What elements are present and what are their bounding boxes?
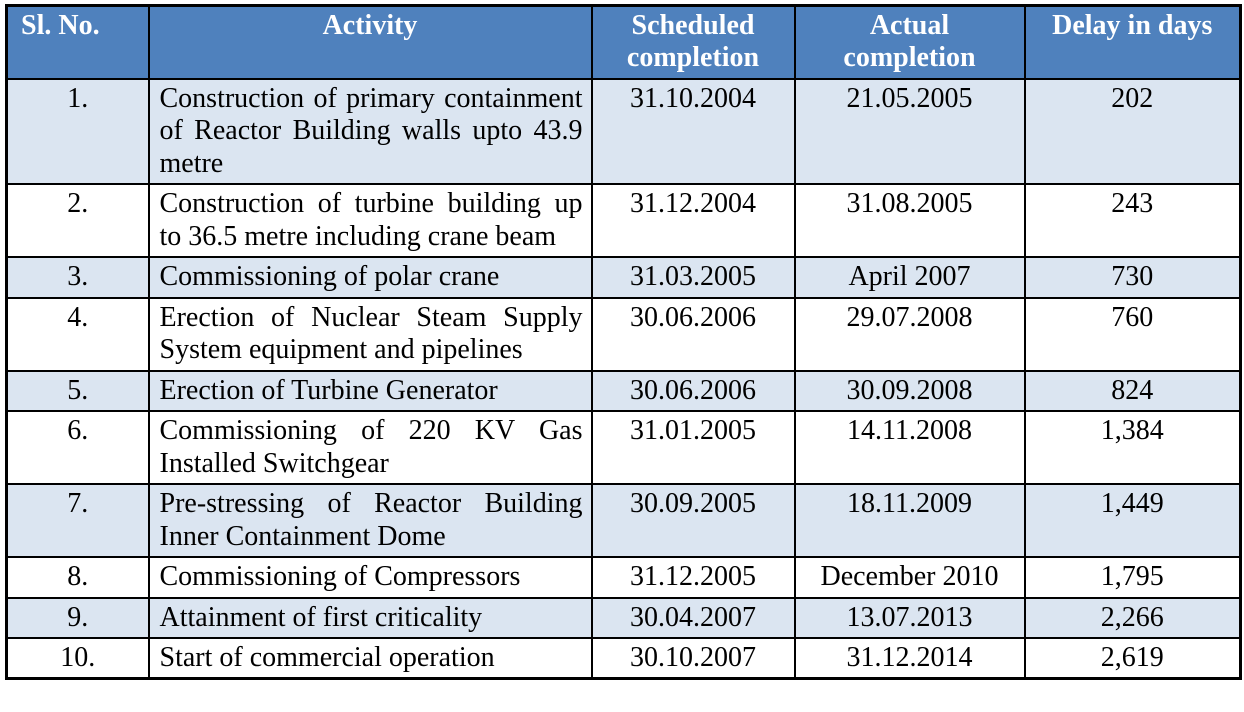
cell-delay-in-days: 730 — [1023, 256, 1242, 299]
cell-scheduled-completion: 31.12.2005 — [590, 556, 796, 599]
cell-scheduled-completion: 31.03.2005 — [590, 256, 796, 299]
table-row: 9. Attainment of first criticality 30.04… — [5, 596, 1242, 639]
cell-actual-completion: 30.09.2008 — [793, 369, 1026, 413]
cell-actual-completion: 21.05.2005 — [793, 77, 1026, 186]
cell-actual-completion: 13.07.2013 — [793, 596, 1026, 639]
cell-activity: Erection of Turbine Generator — [147, 369, 593, 413]
header-scheduled-completion: Scheduled completion — [590, 4, 796, 80]
cell-sl-no: 7. — [5, 483, 150, 559]
cell-actual-completion: 14.11.2008 — [793, 410, 1026, 486]
cell-actual-completion: December 2010 — [793, 556, 1026, 599]
cell-activity: Commissioning of 220 KV Gas Installed Sw… — [147, 410, 593, 486]
cell-sl-no: 10. — [5, 636, 150, 680]
cell-scheduled-completion: 30.06.2006 — [590, 296, 796, 372]
cell-activity: Construction of primary containment of R… — [147, 77, 593, 186]
table-row: 4. Erection of Nuclear Steam Supply Syst… — [5, 296, 1242, 372]
cell-scheduled-completion: 31.12.2004 — [590, 183, 796, 259]
cell-activity: Construction of turbine building up to 3… — [147, 183, 593, 259]
header-actual-completion: Actual completion — [793, 4, 1026, 80]
cell-delay-in-days: 1,384 — [1023, 410, 1242, 486]
cell-activity: Commissioning of Compressors — [147, 556, 593, 599]
header-delay-in-days: Delay in days — [1023, 4, 1242, 80]
cell-delay-in-days: 1,795 — [1023, 556, 1242, 599]
table-body: 1. Construction of primary containment o… — [5, 77, 1242, 680]
cell-delay-in-days: 2,266 — [1023, 596, 1242, 639]
table-row: 7. Pre-stressing of Reactor Building Inn… — [5, 483, 1242, 559]
cell-delay-in-days: 1,449 — [1023, 483, 1242, 559]
cell-actual-completion: 31.12.2014 — [793, 636, 1026, 680]
cell-sl-no: 1. — [5, 77, 150, 186]
cell-delay-in-days: 2,619 — [1023, 636, 1242, 680]
cell-sl-no: 2. — [5, 183, 150, 259]
cell-sl-no: 8. — [5, 556, 150, 599]
header-activity: Activity — [147, 4, 593, 80]
cell-actual-completion: 31.08.2005 — [793, 183, 1026, 259]
table-row: 10. Start of commercial operation 30.10.… — [5, 636, 1242, 680]
activity-delay-table: Sl. No. Activity Scheduled completion Ac… — [5, 4, 1242, 681]
cell-activity: Pre-stressing of Reactor Building Inner … — [147, 483, 593, 559]
cell-activity: Attainment of first criticality — [147, 596, 593, 639]
header-row: Sl. No. Activity Scheduled completion Ac… — [5, 4, 1242, 80]
cell-sl-no: 5. — [5, 369, 150, 413]
cell-activity: Start of commercial operation — [147, 636, 593, 680]
cell-sl-no: 9. — [5, 596, 150, 639]
cell-scheduled-completion: 31.01.2005 — [590, 410, 796, 486]
cell-activity: Erection of Nuclear Steam Supply System … — [147, 296, 593, 372]
document-page: Sl. No. Activity Scheduled completion Ac… — [5, 4, 1242, 681]
table-row: 2. Construction of turbine building up t… — [5, 183, 1242, 259]
cell-activity: Commissioning of polar crane — [147, 256, 593, 299]
cell-scheduled-completion: 30.09.2005 — [590, 483, 796, 559]
cell-delay-in-days: 243 — [1023, 183, 1242, 259]
cell-delay-in-days: 824 — [1023, 369, 1242, 413]
cell-delay-in-days: 760 — [1023, 296, 1242, 372]
cell-scheduled-completion: 30.04.2007 — [590, 596, 796, 639]
header-sl-no: Sl. No. — [5, 4, 150, 80]
cell-sl-no: 6. — [5, 410, 150, 486]
cell-actual-completion: 29.07.2008 — [793, 296, 1026, 372]
cell-actual-completion: April 2007 — [793, 256, 1026, 299]
cell-delay-in-days: 202 — [1023, 77, 1242, 186]
cell-sl-no: 3. — [5, 256, 150, 299]
table-row: 1. Construction of primary containment o… — [5, 77, 1242, 186]
table-row: 6. Commissioning of 220 KV Gas Installed… — [5, 410, 1242, 486]
table-row: 3. Commissioning of polar crane 31.03.20… — [5, 256, 1242, 299]
table-row: 8. Commissioning of Compressors 31.12.20… — [5, 556, 1242, 599]
cell-sl-no: 4. — [5, 296, 150, 372]
cell-scheduled-completion: 31.10.2004 — [590, 77, 796, 186]
cell-scheduled-completion: 30.10.2007 — [590, 636, 796, 680]
cell-actual-completion: 18.11.2009 — [793, 483, 1026, 559]
cell-scheduled-completion: 30.06.2006 — [590, 369, 796, 413]
table-header: Sl. No. Activity Scheduled completion Ac… — [5, 4, 1242, 80]
table-row: 5. Erection of Turbine Generator 30.06.2… — [5, 369, 1242, 413]
